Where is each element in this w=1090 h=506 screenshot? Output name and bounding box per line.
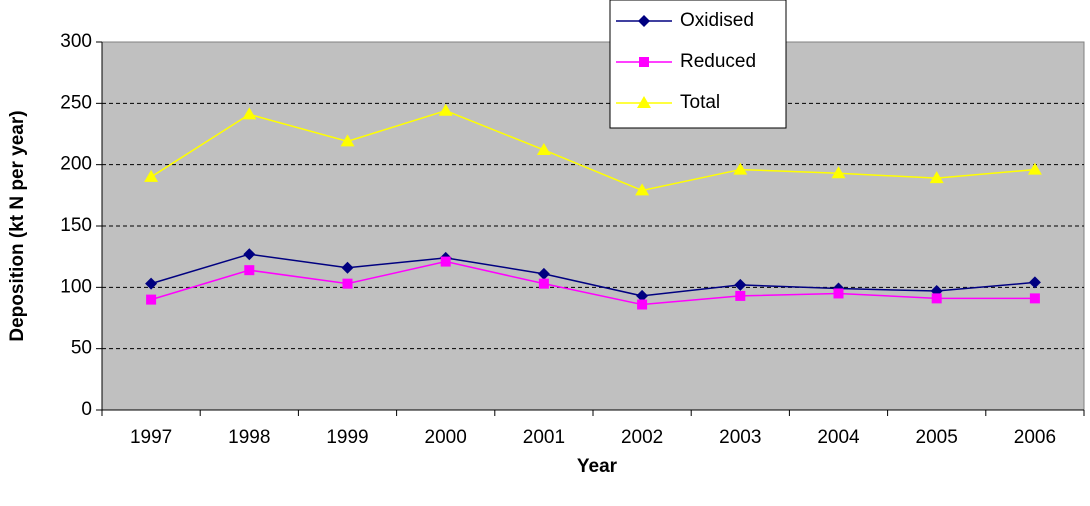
x-tick-label: 2005 <box>916 427 958 448</box>
x-tick-label: 2001 <box>523 427 565 448</box>
data-point <box>144 169 159 182</box>
data-point <box>929 171 944 184</box>
series-line <box>150 260 1035 306</box>
x-tick-label: 2000 <box>425 427 467 448</box>
data-point <box>733 162 748 175</box>
legend-label: Reduced <box>680 51 756 72</box>
x-tick-label: 1999 <box>326 427 368 448</box>
data-point <box>438 103 453 116</box>
data-point <box>735 290 746 301</box>
data-point <box>340 134 355 147</box>
data-point <box>146 294 157 305</box>
data-point <box>341 261 354 274</box>
series-line <box>150 253 1035 297</box>
x-tick-label: 1998 <box>228 427 270 448</box>
x-tick-label: 2002 <box>621 427 663 448</box>
data-point <box>636 289 649 302</box>
data-point <box>831 166 846 179</box>
y-tick-label: 150 <box>60 215 92 236</box>
x-tick-label: 2006 <box>1014 427 1056 448</box>
legend-marker <box>639 57 649 67</box>
y-tick-label: 50 <box>71 338 92 359</box>
data-point <box>145 277 158 290</box>
series-line <box>150 109 1035 192</box>
data-point <box>734 278 747 291</box>
legend-marker <box>637 96 651 108</box>
y-tick-label: 0 <box>81 399 92 420</box>
y-axis-label: Deposition (kt N per year) <box>7 110 28 341</box>
data-point <box>833 288 844 299</box>
y-tick-label: 100 <box>60 276 92 297</box>
data-point <box>537 267 550 280</box>
data-point <box>1029 293 1040 304</box>
data-point <box>243 248 256 261</box>
data-point <box>1027 162 1042 175</box>
y-tick-label: 250 <box>60 92 92 113</box>
y-tick-label: 300 <box>60 31 92 52</box>
x-axis-label: Year <box>577 456 618 477</box>
legend-label: Total <box>680 92 720 113</box>
data-point <box>440 256 451 267</box>
data-point <box>538 278 549 289</box>
legend-marker <box>638 15 650 27</box>
data-point <box>635 183 650 196</box>
data-point <box>931 293 942 304</box>
x-tick-label: 2003 <box>719 427 761 448</box>
x-tick-label: 1997 <box>130 427 172 448</box>
data-point <box>242 107 257 120</box>
data-point <box>637 299 648 310</box>
data-point <box>244 265 255 276</box>
legend-label: Oxidised <box>680 10 754 31</box>
x-tick-label: 2004 <box>817 427 860 448</box>
data-point <box>342 278 353 289</box>
data-point <box>536 142 551 155</box>
y-tick-label: 200 <box>60 154 92 175</box>
data-point <box>1028 276 1041 289</box>
